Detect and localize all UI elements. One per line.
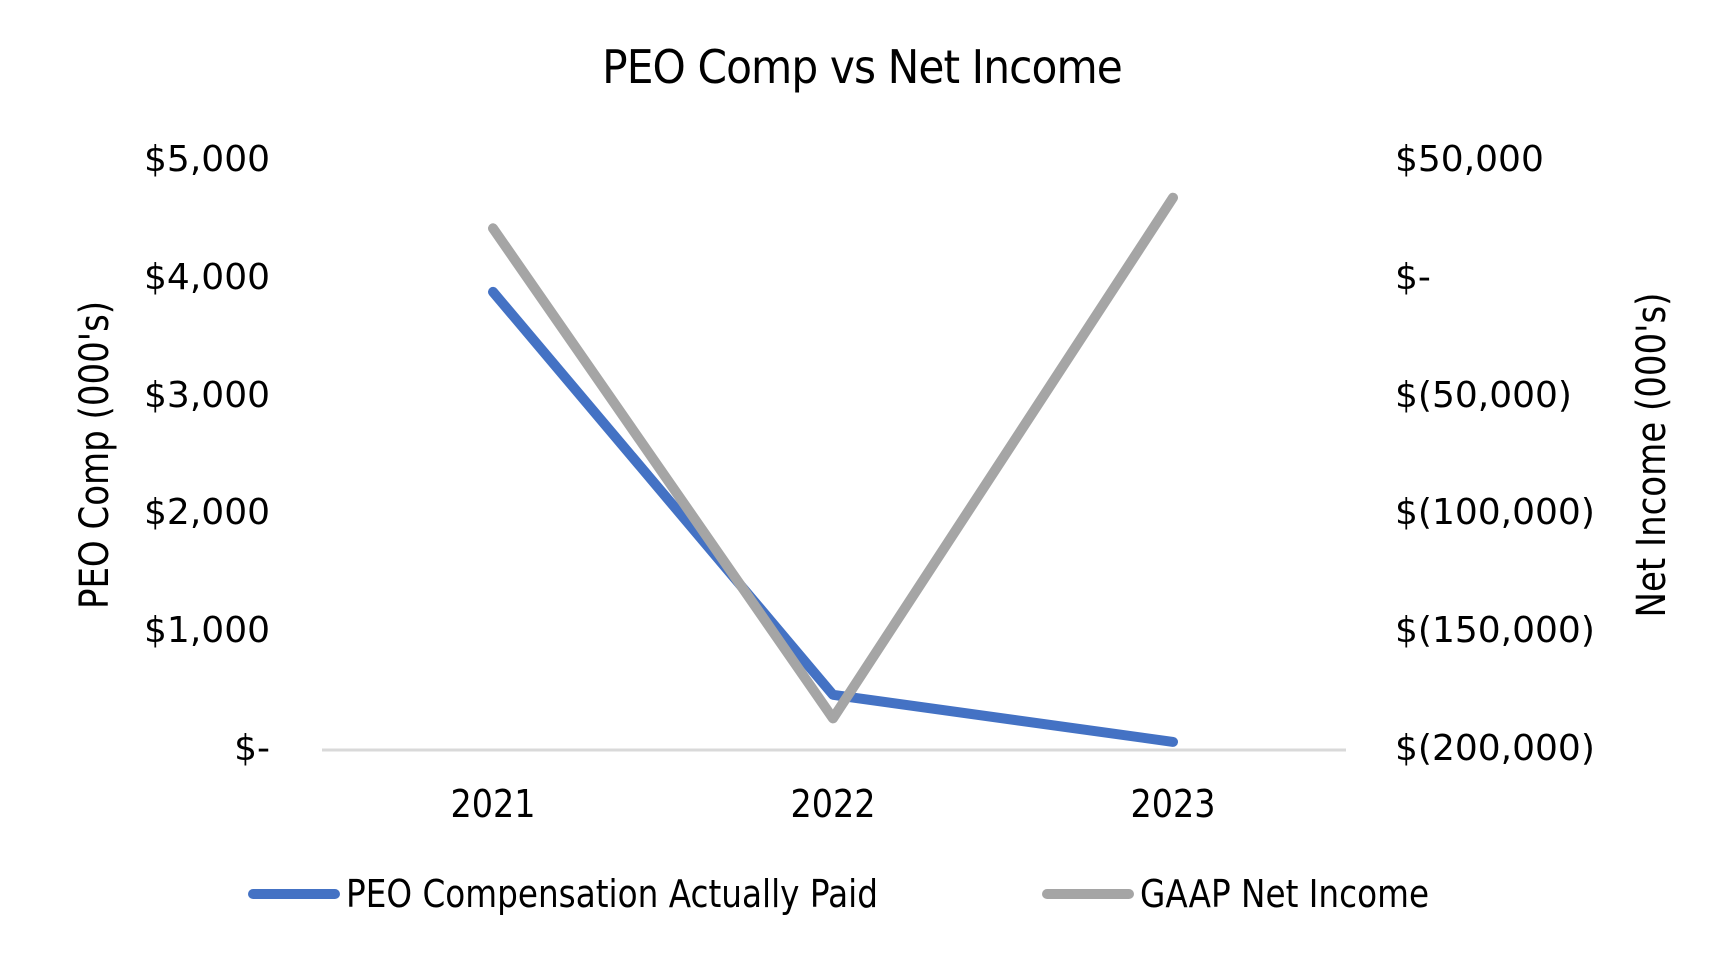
right-tick: $(150,000) xyxy=(1395,610,1595,651)
left-tick: $- xyxy=(234,728,270,769)
right-tick: $50,000 xyxy=(1395,139,1544,180)
series-line-net-income xyxy=(488,192,1178,724)
right-tick: $- xyxy=(1395,257,1431,298)
left-tick: $2,000 xyxy=(144,492,270,533)
left-tick: $5,000 xyxy=(144,139,270,180)
legend-item-peo-comp[interactable]: PEO Compensation Actually Paid xyxy=(247,872,965,916)
legend: PEO Compensation Actually Paid GAAP Net … xyxy=(0,872,1724,916)
legend-label: PEO Compensation Actually Paid xyxy=(345,872,878,916)
right-tick: $(200,000) xyxy=(1395,728,1595,769)
legend-item-net-income[interactable]: GAAP Net Income xyxy=(1042,872,1476,916)
legend-swatch-icon xyxy=(1042,889,1135,899)
chart-title: PEO Comp vs Net Income xyxy=(602,40,1123,94)
x-tick: 2021 xyxy=(450,782,536,826)
series-line-peo-comp xyxy=(488,286,1178,747)
legend-label: GAAP Net Income xyxy=(1140,872,1430,916)
left-tick: $4,000 xyxy=(144,257,270,298)
x-tick: 2022 xyxy=(790,782,876,826)
left-tick: $3,000 xyxy=(144,375,270,416)
left-tick: $1,000 xyxy=(144,610,270,651)
legend-swatch-icon xyxy=(247,889,340,899)
x-tick: 2023 xyxy=(1130,782,1216,826)
right-tick: $(50,000) xyxy=(1395,375,1572,416)
right-tick: $(100,000) xyxy=(1395,492,1595,533)
